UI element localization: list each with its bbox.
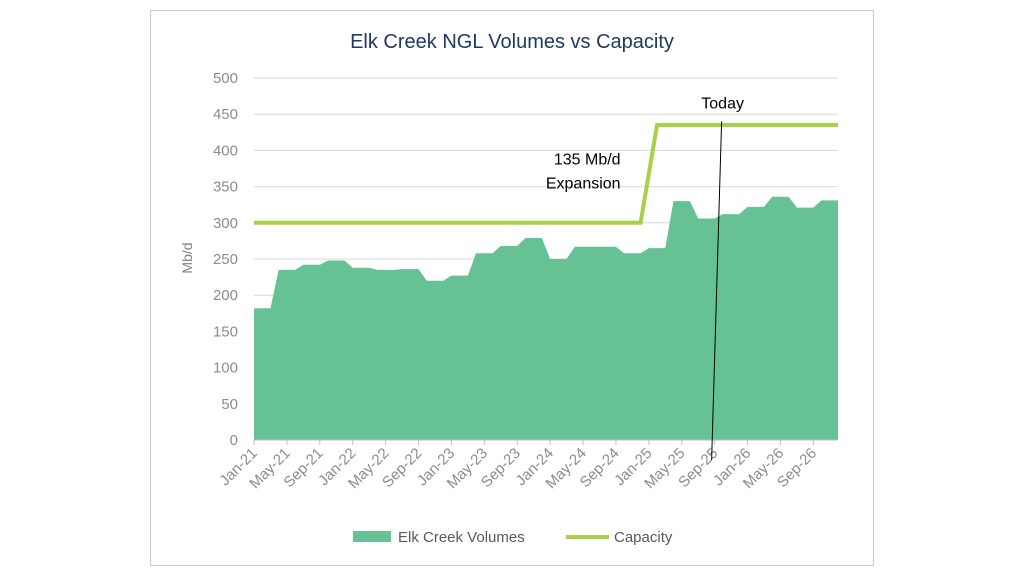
y-tick-0: 0 (230, 432, 238, 449)
chart-title: Elk Creek NGL Volumes vs Capacity (350, 31, 674, 53)
y-tick-200: 200 (213, 287, 238, 304)
series-elk-creek-volumes-area (254, 196, 838, 440)
y-tick-250: 250 (213, 251, 238, 268)
y-tick-500: 500 (213, 70, 238, 87)
y-tick-450: 450 (213, 106, 238, 123)
legend-label-volumes: Elk Creek Volumes (398, 529, 525, 546)
y-tick-labels: 0 50 100 150 200 250 300 350 400 450 500 (213, 70, 238, 449)
legend-swatch-volumes (353, 531, 391, 542)
y-tick-350: 350 (213, 179, 238, 196)
annotation-today: Today (701, 95, 744, 112)
y-tick-400: 400 (213, 142, 238, 159)
annotation-expansion-line-2: Expansion (546, 175, 621, 192)
y-tick-50: 50 (221, 396, 238, 413)
annotation-expansion-line-1: 135 Mb/d (554, 151, 621, 168)
y-axis-title: Mb/d (179, 242, 195, 273)
plot-area (254, 123, 838, 441)
x-tick-labels: Jan-21May-21Sep-21Jan-22May-22Sep-22Jan-… (216, 440, 820, 492)
y-tick-300: 300 (213, 215, 238, 232)
y-tick-100: 100 (213, 360, 238, 377)
y-tick-150: 150 (213, 323, 238, 340)
legend-label-capacity: Capacity (614, 529, 673, 546)
series-capacity-line (254, 123, 838, 225)
annotations: 135 Mb/d Expansion Today (546, 95, 744, 461)
today-marker-line (711, 121, 723, 461)
legend: Elk Creek Volumes Capacity (353, 529, 673, 546)
